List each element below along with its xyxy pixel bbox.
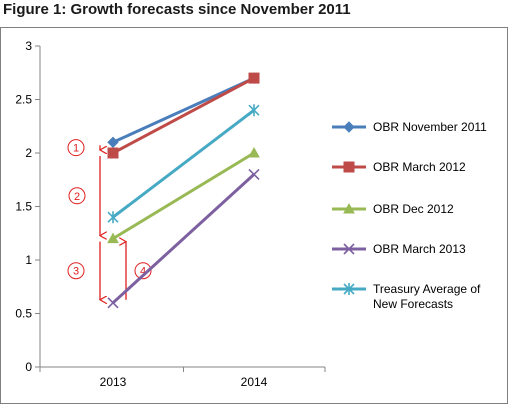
legend-swatch-marker — [343, 161, 355, 173]
series-4 — [107, 104, 260, 224]
annotation-label: 3 — [73, 266, 79, 278]
legend-label: OBR March 2012 — [373, 160, 466, 174]
y-tick-label: 3 — [25, 39, 32, 53]
annotations: 1 2 3 4 — [67, 139, 152, 300]
legend-item-4: Treasury Average of New Forecasts — [332, 282, 481, 311]
series-0 — [107, 72, 260, 149]
data-point — [248, 146, 260, 158]
legend-swatch-marker — [343, 243, 355, 255]
legend-swatch-marker — [343, 121, 355, 133]
legend-label: OBR March 2013 — [373, 242, 466, 256]
series-1 — [107, 72, 260, 159]
legend-item-3: OBR March 2013 — [332, 242, 466, 256]
data-point — [107, 147, 119, 159]
x-tick-label: 2013 — [100, 375, 127, 389]
legend-swatch-marker — [343, 283, 355, 295]
data-point — [107, 136, 119, 149]
legend-item-0: OBR November 2011 — [332, 120, 487, 134]
series-line — [112, 76, 255, 144]
legend-swatch-marker — [343, 202, 355, 214]
series-line — [112, 76, 255, 155]
series-line — [111, 173, 256, 304]
series-2 — [107, 146, 260, 244]
series-3 — [107, 168, 260, 309]
series-line — [112, 151, 255, 240]
chart-frame — [0, 27, 508, 404]
legend-label: OBR November 2011 — [373, 120, 487, 134]
legend: OBR November 2011 OBR March 2012 OBR Dec 2… — [332, 120, 487, 311]
y-tick-label: 0 — [25, 360, 32, 374]
y-tick-label: 2.5 — [15, 93, 32, 107]
y-tick-label: 0.5 — [15, 307, 32, 321]
annotation-label: 1 — [73, 143, 79, 155]
y-tick-label: 2 — [25, 146, 32, 160]
figure-title: Figure 1: Growth forecasts since Novembe… — [3, 1, 351, 18]
annotation-label: 4 — [140, 266, 146, 278]
data-point — [248, 168, 260, 180]
legend-label: OBR Dec 2012 — [373, 202, 454, 216]
annotation-circle — [67, 139, 85, 157]
x-tick-label: 2014 — [241, 375, 268, 389]
annotation-circle — [68, 187, 86, 205]
annotation-circle — [134, 262, 152, 280]
series-line — [112, 109, 255, 219]
annotation-circle — [67, 262, 85, 280]
data-point — [107, 297, 119, 309]
y-tick-label: 1.5 — [15, 200, 32, 214]
axes: 0 0.5 1 1.5 2 2.5 3 2013 2014 — [15, 39, 326, 389]
data-point — [248, 104, 260, 117]
legend-label: Treasury Average of New Forecasts — [373, 282, 481, 311]
annotation-label: 2 — [74, 191, 80, 203]
series-group — [107, 72, 260, 309]
data-point — [248, 72, 260, 84]
legend-item-2: OBR Dec 2012 — [332, 202, 454, 216]
data-point — [107, 232, 119, 244]
legend-item-1: OBR March 2012 — [332, 160, 466, 174]
y-tick-label: 1 — [25, 253, 32, 267]
data-point — [107, 211, 119, 224]
